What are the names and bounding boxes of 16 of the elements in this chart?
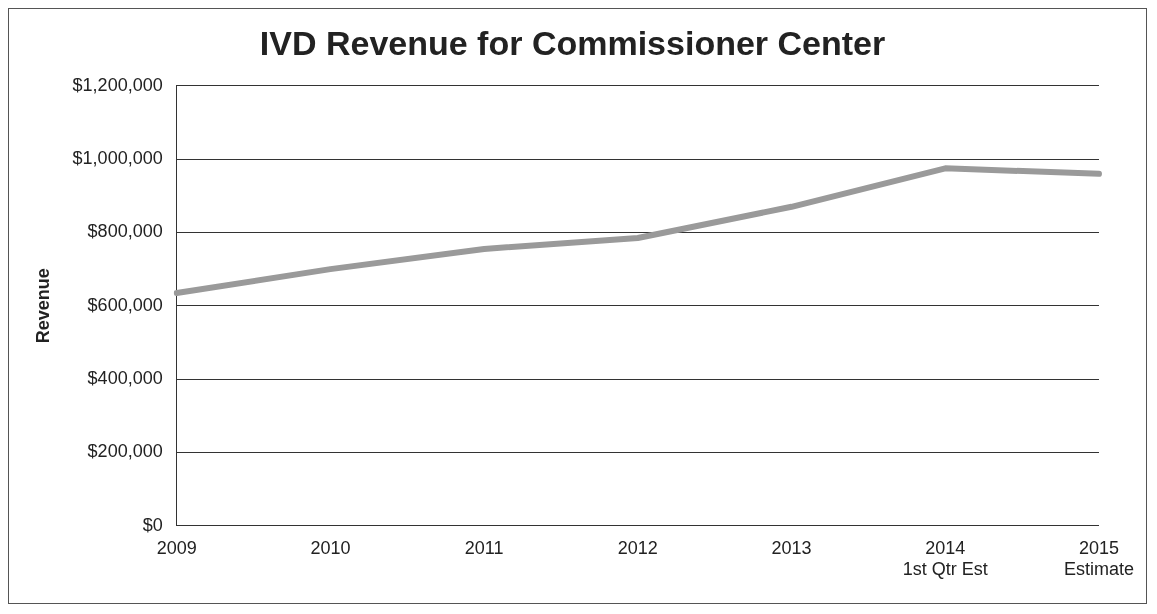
x-tick-label: 2013 xyxy=(771,537,812,558)
y-tick-label: $0 xyxy=(142,514,163,535)
y-tick-label: $1,000,000 xyxy=(72,148,163,169)
y-tick-label: $600,000 xyxy=(87,294,163,315)
x-tick-label: 2015 Estimate xyxy=(1063,537,1134,580)
y-tick-label: $400,000 xyxy=(87,368,163,389)
x-tick-label: 2014 1st Qtr Est xyxy=(902,537,988,580)
y-tick-label: $200,000 xyxy=(87,441,163,462)
x-tick-label: 2009 xyxy=(156,537,197,558)
x-tick-label: 2010 xyxy=(310,537,351,558)
y-tick-label: $800,000 xyxy=(87,221,163,242)
y-tick-label: $1,200,000 xyxy=(72,74,163,95)
chart-title: IVD Revenue for Commissioner Center xyxy=(259,23,886,62)
y-axis-title: Revenue xyxy=(32,268,53,344)
x-tick-label: 2011 xyxy=(464,537,504,558)
x-tick-label: 2012 xyxy=(617,537,658,558)
